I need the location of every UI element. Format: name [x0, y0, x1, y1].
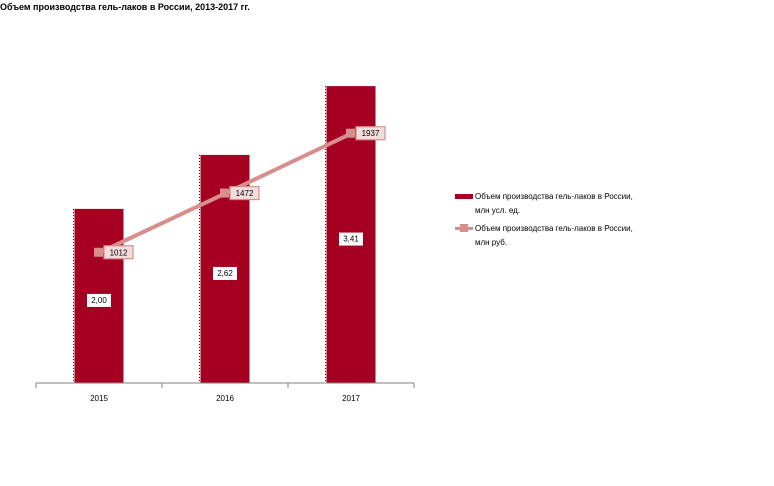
line-label-2017: 1937 — [362, 129, 380, 138]
legend-label-line: Объем производства гель-лаков в России, … — [475, 222, 633, 250]
legend-swatch-line — [455, 222, 473, 234]
line-label-bg-2016 — [229, 185, 260, 201]
legend-label-line-line1: Объем производства гель-лаков в России, — [475, 224, 633, 233]
bar-label-bg-2017 — [339, 232, 363, 246]
legend-label-line-line2: млн руб. — [475, 238, 508, 247]
bar-label-2016: 2,62 — [217, 269, 233, 278]
bar-label-bg-2015 — [87, 293, 111, 307]
bar-label-2017: 3,41 — [343, 235, 359, 244]
chart-title: Объем производства гель-лаков в России, … — [0, 2, 250, 12]
line-point-2015 — [94, 247, 103, 257]
x-tick-label-2015: 2015 — [90, 394, 108, 403]
line-label-bg-2017 — [355, 126, 386, 141]
legend-label-bar-line2: млн усл. ед. — [475, 206, 520, 215]
chart-legend: Объем производства гель-лаков в России, … — [455, 190, 685, 254]
legend-item-bar-series: Объем производства гель-лаков в России, … — [455, 190, 685, 218]
line-point-2016 — [220, 188, 229, 198]
x-tick-label-2017: 2017 — [342, 394, 360, 403]
line-label-2016: 1472 — [236, 189, 254, 198]
line-label-bg-2015 — [103, 245, 134, 260]
legend-swatch-bar — [455, 194, 473, 199]
x-tick-label-2016: 2016 — [216, 394, 234, 403]
line-point-2017 — [346, 128, 355, 138]
bar-label-bg-2016 — [213, 266, 237, 280]
line-label-2015: 1012 — [110, 248, 128, 257]
bar-label-2015: 2,00 — [91, 296, 107, 305]
legend-item-line-series: Объем производства гель-лаков в России, … — [455, 222, 685, 250]
legend-label-bar-line1: Объем производства гель-лаков в России, — [475, 192, 633, 201]
legend-label-bar: Объем производства гель-лаков в России, … — [475, 190, 633, 218]
